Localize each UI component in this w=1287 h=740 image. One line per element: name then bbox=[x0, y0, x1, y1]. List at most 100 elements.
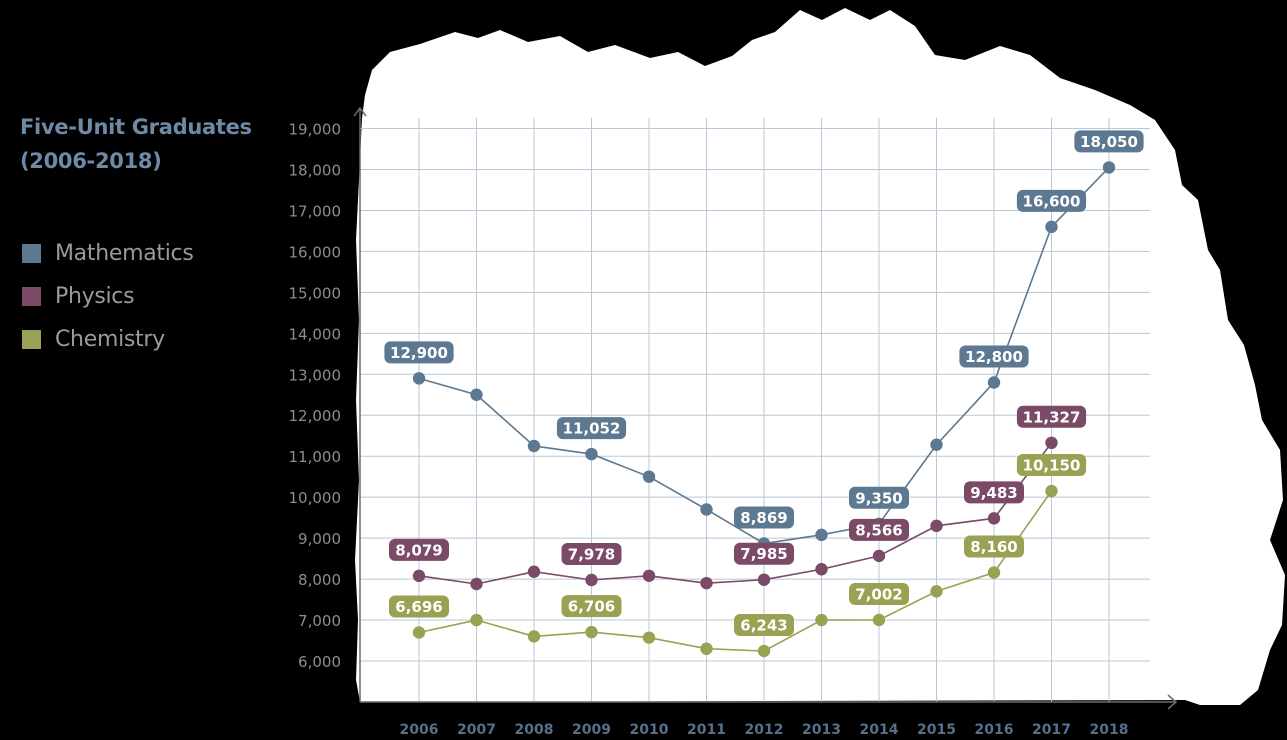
data-point-physics bbox=[930, 519, 943, 533]
data-label-mathematics: 12,900 bbox=[384, 341, 454, 364]
svg-text:7,978: 7,978 bbox=[568, 545, 615, 563]
x-tick-label: 2016 bbox=[975, 722, 1014, 738]
data-point-mathematics bbox=[815, 528, 828, 542]
data-point-chemistry bbox=[815, 613, 828, 627]
data-point-physics bbox=[987, 512, 1001, 525]
chart-title-line-2: (2006-2018) bbox=[20, 149, 162, 173]
data-label-physics: 8,079 bbox=[389, 538, 449, 561]
x-tick-label: 2010 bbox=[630, 722, 669, 738]
y-tick-label: 16,000 bbox=[289, 243, 342, 261]
data-label-mathematics: 8,869 bbox=[734, 506, 794, 529]
data-label-chemistry: 6,696 bbox=[389, 595, 449, 618]
x-tick-label: 2012 bbox=[745, 722, 784, 738]
data-label-physics: 11,327 bbox=[1016, 405, 1087, 428]
x-tick-label: 2014 bbox=[860, 722, 899, 738]
chart-title-line-1: Five-Unit Graduates bbox=[20, 115, 252, 139]
x-tick-label: 2008 bbox=[515, 722, 554, 738]
data-point-mathematics bbox=[527, 439, 541, 453]
series-line-physics bbox=[418, 442, 1053, 585]
data-point-chemistry bbox=[757, 644, 771, 658]
legend-label-mathematics: Mathematics bbox=[55, 241, 194, 266]
legend-swatch-mathematics bbox=[22, 244, 41, 263]
y-tick-label: 9,000 bbox=[298, 530, 341, 548]
legend-swatch-chemistry bbox=[22, 330, 41, 349]
svg-text:6,706: 6,706 bbox=[568, 598, 615, 616]
data-point-mathematics bbox=[930, 438, 943, 451]
data-point-chemistry bbox=[987, 566, 1001, 579]
svg-text:6,696: 6,696 bbox=[395, 598, 442, 616]
series-line-chemistry bbox=[418, 490, 1053, 652]
svg-text:6,243: 6,243 bbox=[740, 617, 787, 635]
svg-text:8,079: 8,079 bbox=[395, 541, 442, 559]
data-point-physics bbox=[470, 577, 483, 591]
data-point-mathematics bbox=[1102, 161, 1116, 174]
svg-text:10,150: 10,150 bbox=[1023, 457, 1081, 475]
data-point-chemistry bbox=[585, 625, 598, 639]
svg-text:12,800: 12,800 bbox=[965, 348, 1023, 366]
data-point-physics bbox=[872, 549, 886, 563]
data-point-mathematics bbox=[585, 447, 598, 461]
y-tick-label: 15,000 bbox=[289, 284, 342, 302]
data-label-physics: 9,483 bbox=[964, 481, 1024, 504]
data-label-mathematics: 18,050 bbox=[1074, 130, 1144, 153]
data-point-mathematics bbox=[987, 376, 1001, 389]
legend-item-physics: Physics bbox=[22, 275, 193, 318]
y-axis-arrow bbox=[353, 106, 367, 117]
y-tick-label: 17,000 bbox=[289, 202, 342, 220]
data-label-mathematics: 11,052 bbox=[556, 417, 627, 440]
y-tick-label: 10,000 bbox=[289, 489, 342, 507]
y-tick-label: 14,000 bbox=[289, 325, 342, 343]
data-point-chemistry bbox=[642, 631, 656, 644]
data-point-mathematics bbox=[412, 372, 426, 385]
x-tick-label: 2011 bbox=[687, 722, 726, 738]
x-tick-label: 2006 bbox=[400, 722, 439, 738]
x-tick-label: 2015 bbox=[917, 722, 956, 738]
svg-text:12,900: 12,900 bbox=[390, 344, 448, 362]
y-tick-label: 18,000 bbox=[289, 161, 342, 179]
data-label-chemistry: 6,243 bbox=[734, 614, 794, 637]
data-point-chemistry bbox=[930, 585, 943, 598]
svg-text:8,869: 8,869 bbox=[740, 509, 787, 527]
data-point-mathematics bbox=[642, 470, 656, 483]
data-label-physics: 7,978 bbox=[561, 542, 622, 565]
y-tick-label: 19,000 bbox=[289, 121, 342, 139]
data-point-physics bbox=[815, 563, 828, 576]
x-tick-label: 2013 bbox=[802, 722, 841, 738]
data-label-chemistry: 7,002 bbox=[849, 582, 909, 605]
y-tick-label: 13,000 bbox=[289, 366, 342, 384]
legend-item-mathematics: Mathematics bbox=[22, 232, 194, 275]
data-label-chemistry: 8,160 bbox=[964, 535, 1024, 558]
svg-text:8,160: 8,160 bbox=[970, 538, 1017, 556]
data-label-chemistry: 10,150 bbox=[1016, 454, 1087, 477]
svg-text:11,327: 11,327 bbox=[1023, 408, 1081, 426]
data-point-chemistry bbox=[700, 642, 713, 655]
data-point-chemistry bbox=[872, 613, 886, 627]
data-point-physics bbox=[527, 565, 541, 578]
data-point-physics bbox=[412, 569, 426, 583]
data-labels: 12,900 11,052 8,869 9,350 12,800 16,600 18,050… bbox=[384, 130, 1144, 637]
data-point-physics bbox=[700, 576, 713, 590]
series-lines bbox=[412, 161, 1116, 658]
x-tick-label: 2018 bbox=[1090, 722, 1129, 738]
data-label-chemistry: 6,706 bbox=[561, 595, 622, 618]
data-point-chemistry bbox=[412, 626, 426, 639]
data-point-chemistry bbox=[1045, 484, 1058, 498]
svg-text:7,002: 7,002 bbox=[855, 585, 902, 603]
data-point-chemistry bbox=[470, 613, 483, 627]
svg-text:16,600: 16,600 bbox=[1023, 192, 1081, 210]
data-label-physics: 8,566 bbox=[849, 518, 909, 541]
y-tick-label: 7,000 bbox=[298, 612, 341, 630]
axes: 6,000 7,000 8,000 9,000 10,000 11,000 12,000 13… bbox=[289, 106, 1178, 738]
svg-text:18,050: 18,050 bbox=[1080, 133, 1138, 151]
svg-text:8,566: 8,566 bbox=[855, 521, 902, 539]
svg-text:9,483: 9,483 bbox=[970, 484, 1017, 502]
legend: Mathematics Physics Chemistry bbox=[22, 232, 194, 361]
y-tick-label: 8,000 bbox=[298, 571, 341, 589]
x-tick-label: 2017 bbox=[1032, 722, 1071, 738]
data-point-mathematics bbox=[700, 503, 713, 516]
legend-label-physics: Physics bbox=[55, 284, 135, 309]
paper-background bbox=[355, 8, 1285, 705]
chart-title: Five-Unit Graduates (2006-2018) bbox=[20, 110, 252, 178]
legend-item-chemistry: Chemistry bbox=[22, 318, 193, 361]
